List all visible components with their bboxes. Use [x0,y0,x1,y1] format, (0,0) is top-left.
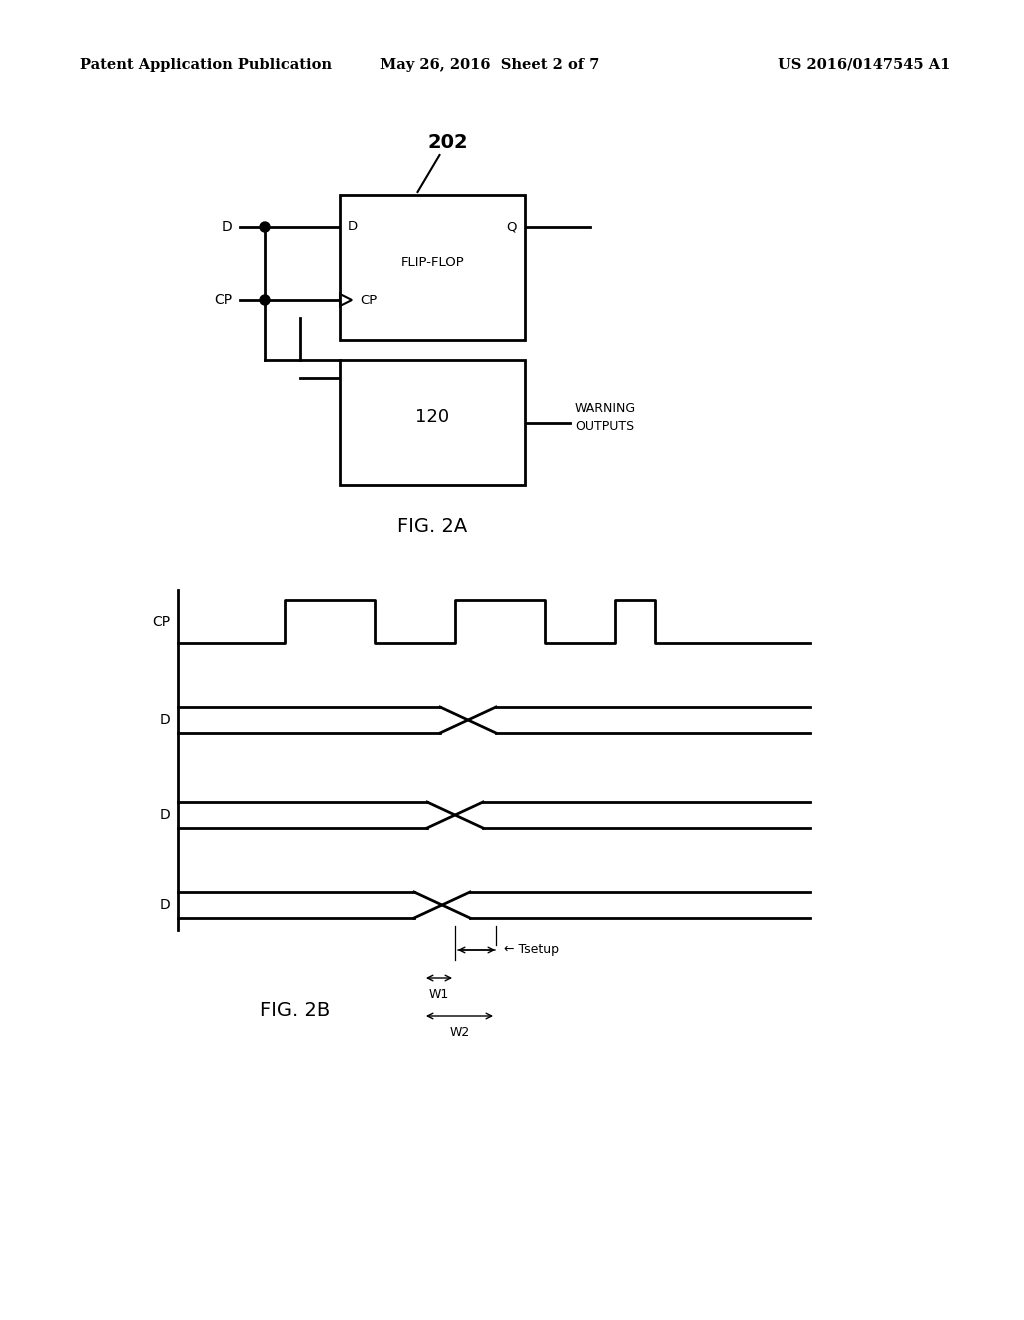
Text: 202: 202 [427,133,468,153]
Text: WARNING
OUTPUTS: WARNING OUTPUTS [575,403,636,433]
Bar [340,360,525,484]
Text: D: D [160,713,170,727]
Text: US 2016/0147545 A1: US 2016/0147545 A1 [777,58,950,73]
Text: May 26, 2016  Sheet 2 of 7: May 26, 2016 Sheet 2 of 7 [380,58,600,73]
Bar [340,195,525,341]
Text: CP: CP [214,293,232,308]
Text: D: D [348,220,358,234]
Text: W2: W2 [450,1026,470,1039]
Text: 120: 120 [416,408,450,426]
Text: FIG. 2A: FIG. 2A [397,517,468,536]
Text: W1: W1 [429,987,450,1001]
Text: CP: CP [360,293,377,306]
Text: FIG. 2B: FIG. 2B [260,1001,330,1019]
Circle shape [260,294,270,305]
Circle shape [260,222,270,232]
Text: FLIP-FLOP: FLIP-FLOP [400,256,464,269]
Text: Q: Q [507,220,517,234]
Text: D: D [221,220,232,234]
Text: ← Tsetup: ← Tsetup [504,944,559,957]
Text: Patent Application Publication: Patent Application Publication [80,58,332,73]
Text: CP: CP [152,615,170,630]
Text: D: D [160,898,170,912]
Text: D: D [160,808,170,822]
